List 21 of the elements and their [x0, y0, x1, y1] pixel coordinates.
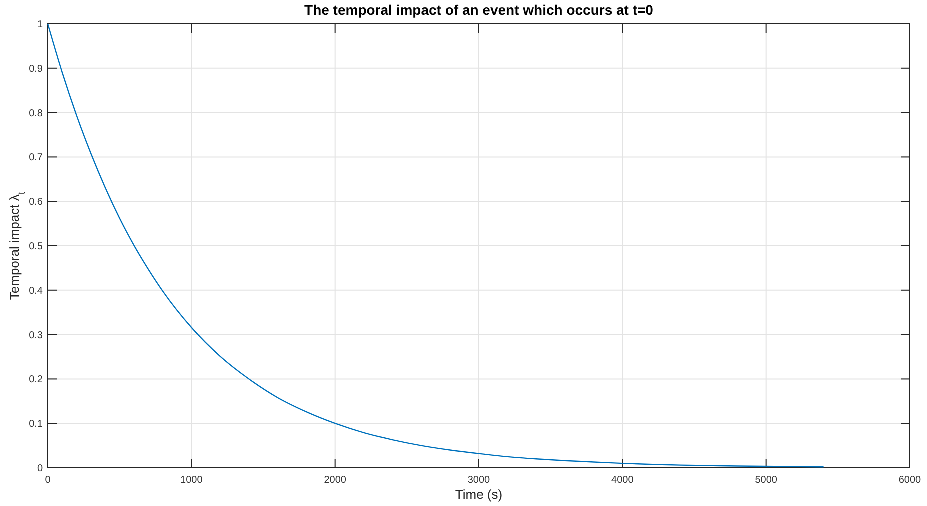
chart-title: The temporal impact of an event which occurs at t=0	[304, 2, 654, 18]
x-tick-label: 3000	[468, 475, 491, 486]
y-tick-label: 0.9	[29, 64, 44, 75]
y-tick-label: 0.4	[29, 286, 44, 297]
y-tick-label: 0	[37, 464, 44, 474]
x-tick-label: 5000	[755, 475, 778, 486]
x-axis-title: Time (s)	[455, 487, 503, 502]
line-series	[47, 23, 824, 468]
x-tick-label: 2000	[324, 475, 347, 486]
y-tick-label: 1	[37, 20, 44, 30]
x-tick-label: 1000	[180, 475, 204, 486]
x-tick-label: 4000	[612, 475, 634, 486]
y-tick-label: 0.3	[29, 330, 44, 342]
y-tick-label: 0.8	[29, 108, 44, 120]
y-tick-label: 0.6	[29, 197, 44, 208]
y-tick-label: 0.7	[29, 152, 44, 164]
y-tick-label: 0.2	[29, 374, 44, 386]
x-tick-label: 0	[45, 475, 52, 486]
x-tick-label: 6000	[898, 475, 922, 486]
y-tick-label: 0.5	[29, 242, 44, 252]
y-tick-label: 0.1	[29, 419, 44, 430]
